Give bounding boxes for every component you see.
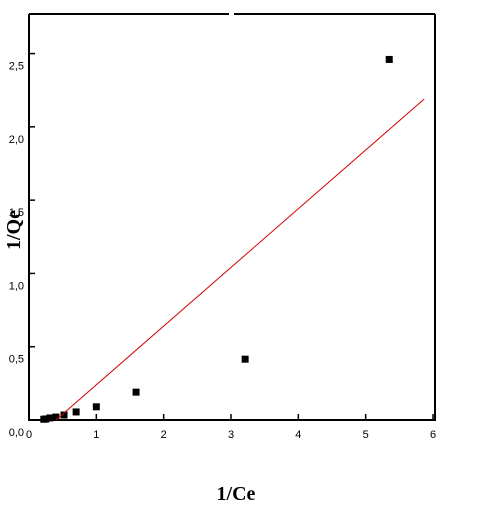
y-tick-label: 1,0	[9, 280, 24, 292]
point	[241, 355, 249, 363]
point	[42, 415, 50, 423]
fit-line	[55, 98, 425, 421]
point	[72, 408, 80, 416]
x-tick-label: 3	[228, 429, 234, 441]
y-axis-title: 1/Qe	[3, 210, 25, 250]
x-axis-title: 1/Ce	[217, 483, 256, 505]
point	[52, 413, 60, 421]
y-tick-label: 0,5	[9, 354, 24, 366]
point	[60, 411, 68, 419]
point	[385, 55, 393, 63]
x-tick-label: 2	[161, 429, 167, 441]
x-tick-label: 6	[430, 429, 436, 441]
x-tick-label: 5	[363, 429, 369, 441]
x-tick-label: 4	[295, 429, 301, 441]
y-tick-label: 0,0	[9, 427, 24, 439]
y-tick-label: 2,5	[9, 61, 24, 73]
x-tick-label: 1	[93, 429, 99, 441]
y-tick-label: 2,0	[9, 134, 24, 146]
y-tick-label: 1,5	[9, 207, 24, 219]
point	[92, 403, 100, 411]
x-tick-label: 0	[26, 429, 32, 441]
point	[132, 388, 140, 396]
point	[46, 414, 54, 422]
